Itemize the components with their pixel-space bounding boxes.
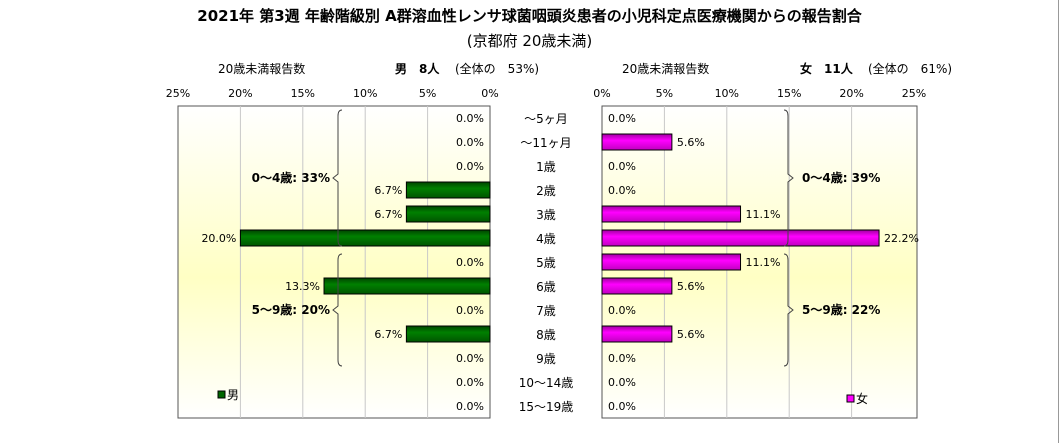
data-label: 5.6% <box>677 280 705 293</box>
data-label: 6.7% <box>374 184 402 197</box>
data-label: 11.1% <box>746 256 781 269</box>
data-label: 20.0% <box>201 232 236 245</box>
bar-女-6 <box>601 253 742 271</box>
tick-label: 25% <box>166 87 190 100</box>
chart-title: 2021年 第3週 年齢階級別 A群溶血性レンサ球菌咽頭炎患者の小児科定点医療機… <box>197 7 862 25</box>
group-bracket <box>783 109 794 247</box>
tick-label: 20% <box>228 87 252 100</box>
category-label: 15～19歳 <box>519 400 574 414</box>
tick-label: 15% <box>777 87 801 100</box>
data-label: 0.0% <box>608 184 636 197</box>
group-label: 5～9歳: 22% <box>802 302 880 317</box>
bar-男-4 <box>405 205 491 223</box>
tick-label: 25% <box>902 87 926 100</box>
group-bracket <box>332 253 343 367</box>
group-label: 5～9歳: 20% <box>252 302 330 317</box>
data-label: 0.0% <box>608 112 636 125</box>
data-label: 0.0% <box>456 160 484 173</box>
category-label: 10～14歳 <box>519 376 574 390</box>
tick-label: 5% <box>419 87 436 100</box>
category-label: 5歳 <box>536 256 556 270</box>
group-bracket <box>332 109 343 247</box>
category-label: 7歳 <box>536 304 556 318</box>
bar-男-9 <box>405 325 491 343</box>
chart-subtitle: (京都府 20歳未満) <box>466 32 593 50</box>
data-label: 0.0% <box>608 160 636 173</box>
category-label: ～11ヶ月 <box>520 136 571 150</box>
category-label: 6歳 <box>536 280 556 294</box>
bar-女-5 <box>601 229 880 247</box>
bar-女-1 <box>601 133 673 151</box>
tick-label: 10% <box>715 87 739 100</box>
category-label: 9歳 <box>536 352 556 366</box>
group-bracket <box>783 253 794 367</box>
data-label: 6.7% <box>374 328 402 341</box>
left-header-pct: (全体の 53%) <box>455 62 540 76</box>
data-label: 0.0% <box>456 112 484 125</box>
category-label: ～5ヶ月 <box>524 112 568 126</box>
bar-男-7 <box>323 277 491 295</box>
group-label: 0～4歳: 39% <box>802 170 880 185</box>
bar-男-3 <box>405 181 491 199</box>
data-label: 6.7% <box>374 208 402 221</box>
data-label: 0.0% <box>608 352 636 365</box>
data-label: 0.0% <box>456 136 484 149</box>
data-label: 0.0% <box>608 304 636 317</box>
data-label: 0.0% <box>608 376 636 389</box>
data-label: 5.6% <box>677 328 705 341</box>
legend-marker <box>846 394 855 403</box>
data-label: 0.0% <box>456 304 484 317</box>
data-label: 0.0% <box>456 256 484 269</box>
category-label: 1歳 <box>536 160 556 174</box>
tick-label: 20% <box>839 87 863 100</box>
tick-label: 15% <box>291 87 315 100</box>
bar-女-7 <box>601 277 673 295</box>
data-label: 11.1% <box>746 208 781 221</box>
left-header: 男 8人 <box>395 62 440 76</box>
tick-label: 0% <box>593 87 610 100</box>
data-label: 22.2% <box>884 232 919 245</box>
left-header-label: 20歳未満報告数 <box>218 62 306 76</box>
category-label: 4歳 <box>536 232 556 246</box>
right-header: 女 11人 <box>800 62 853 76</box>
bar-男-5 <box>239 229 491 247</box>
legend-label: 男 <box>227 388 239 402</box>
category-label: 8歳 <box>536 328 556 342</box>
data-label: 0.0% <box>608 400 636 413</box>
bar-女-4 <box>601 205 742 223</box>
tick-label: 5% <box>656 87 673 100</box>
legend-label: 女 <box>856 391 868 406</box>
data-label: 0.0% <box>456 376 484 389</box>
category-label: 3歳 <box>536 208 556 222</box>
plot-background <box>177 105 491 419</box>
bar-女-9 <box>601 325 673 343</box>
data-label: 0.0% <box>456 400 484 413</box>
tick-label: 10% <box>353 87 377 100</box>
right-header-label: 20歳未満報告数 <box>622 62 710 76</box>
legend-marker <box>217 390 226 399</box>
category-label: 2歳 <box>536 184 556 198</box>
data-label: 0.0% <box>456 352 484 365</box>
tick-label: 0% <box>481 87 498 100</box>
data-label: 5.6% <box>677 136 705 149</box>
group-label: 0～4歳: 33% <box>252 170 330 185</box>
data-label: 13.3% <box>285 280 320 293</box>
right-header-pct: (全体の 61%) <box>868 62 953 76</box>
